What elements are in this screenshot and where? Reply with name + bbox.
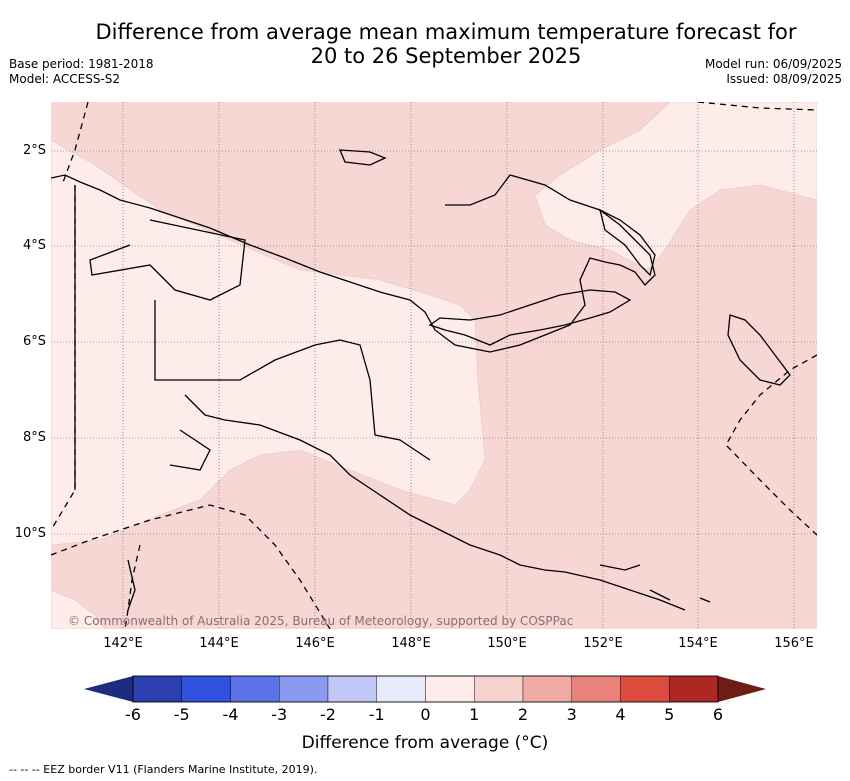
manus bbox=[338, 149, 387, 166]
copyright-credit: © Commonwealth of Australia 2025, Bureau… bbox=[68, 614, 574, 628]
colorbar-tick-label: 6 bbox=[712, 705, 724, 724]
new-britain bbox=[428, 289, 632, 346]
colorbar-tick-label: -1 bbox=[368, 705, 385, 724]
colorbar-tick-label: -2 bbox=[320, 705, 336, 724]
meta-right: Model run: 06/09/2025 Issued: 08/09/2025 bbox=[705, 57, 842, 87]
field-0-1-west bbox=[51, 139, 486, 546]
colorbar-tick-label: 1 bbox=[469, 705, 480, 724]
eez-legend-note: -- -- -- EEZ border V11 (Flanders Marine… bbox=[9, 763, 318, 776]
lon-tick-label: 142°E bbox=[103, 636, 143, 651]
lat-tick-label: 6°S bbox=[22, 334, 46, 349]
title-line-1: Difference from average mean maximum tem… bbox=[95, 20, 797, 44]
louisiade-islands bbox=[599, 564, 711, 603]
lon-tick-label: 144°E bbox=[199, 636, 239, 651]
lat-tick-label: 2°S bbox=[22, 143, 46, 158]
colorbar-cell bbox=[376, 675, 426, 703]
field-0-1-northeast bbox=[534, 102, 817, 271]
title-line-2: 20 to 26 September 2025 bbox=[310, 44, 582, 68]
colorbar-cell bbox=[132, 675, 182, 703]
colorbar-cell bbox=[181, 675, 231, 703]
png-border bbox=[74, 185, 246, 490]
meta-left: Base period: 1981-2018 Model: ACCESS-S2 bbox=[9, 57, 154, 87]
colorbar-tick-label: 5 bbox=[664, 705, 675, 724]
colorbar-cell bbox=[474, 675, 524, 703]
colorbar bbox=[84, 675, 766, 703]
lon-tick-label: 156°E bbox=[774, 636, 814, 651]
new-ireland bbox=[599, 208, 656, 277]
coastlines bbox=[51, 149, 791, 611]
lon-tick-label: 154°E bbox=[678, 636, 718, 651]
papua-province-lines bbox=[154, 300, 431, 461]
colorbar-tick-label: 2 bbox=[517, 705, 529, 724]
colorbar-outline bbox=[132, 675, 719, 703]
colorbar-tick-label: -3 bbox=[271, 705, 288, 724]
colorbar-cell bbox=[230, 675, 280, 703]
base-period: Base period: 1981-2018 bbox=[9, 57, 154, 71]
map-title: Difference from average mean maximum tem… bbox=[0, 20, 850, 68]
colorbar-tick-label: 4 bbox=[615, 705, 626, 724]
colorbar-extend-low bbox=[84, 676, 133, 702]
torres-strait-islands bbox=[127, 429, 211, 611]
new-guinea-coast bbox=[51, 174, 656, 353]
lat-tick-label: 4°S bbox=[22, 238, 46, 253]
issued-date: Issued: 08/09/2025 bbox=[726, 72, 842, 86]
colorbar-tick-label: 3 bbox=[566, 705, 577, 724]
lon-tick-label: 150°E bbox=[487, 636, 527, 651]
bougainville bbox=[727, 314, 791, 386]
model-name: Model: ACCESS-S2 bbox=[9, 72, 121, 86]
lon-tick-label: 152°E bbox=[583, 636, 623, 651]
colorbar-tick-label: -5 bbox=[173, 705, 190, 724]
colorbar-title: Difference from average (°C) bbox=[301, 733, 549, 753]
colorbar-cell bbox=[425, 675, 475, 703]
lon-tick-label: 148°E bbox=[391, 636, 431, 651]
colorbar-cell bbox=[522, 675, 572, 703]
colorbar-tick-label: -6 bbox=[125, 705, 141, 724]
colorbar-tick-label: 0 bbox=[420, 705, 431, 724]
colorbar-cell bbox=[327, 675, 377, 703]
colorbar-cell bbox=[571, 675, 621, 703]
lat-tick-label: 10°S bbox=[14, 526, 46, 541]
field-0-1-southwest bbox=[51, 589, 106, 629]
colorbar-cell bbox=[620, 675, 670, 703]
map-panel bbox=[51, 102, 817, 629]
new-guinea-south-coast bbox=[184, 394, 686, 611]
colorbar-extend-high bbox=[718, 676, 766, 702]
model-run: Model run: 06/09/2025 bbox=[704, 57, 842, 71]
lon-tick-label: 146°E bbox=[295, 636, 335, 651]
colorbar-cell bbox=[669, 675, 719, 703]
graticule bbox=[51, 102, 817, 629]
colorbar-cell bbox=[279, 675, 329, 703]
lat-tick-label: 8°S bbox=[22, 430, 46, 445]
colorbar-tick-label: -4 bbox=[222, 705, 239, 724]
